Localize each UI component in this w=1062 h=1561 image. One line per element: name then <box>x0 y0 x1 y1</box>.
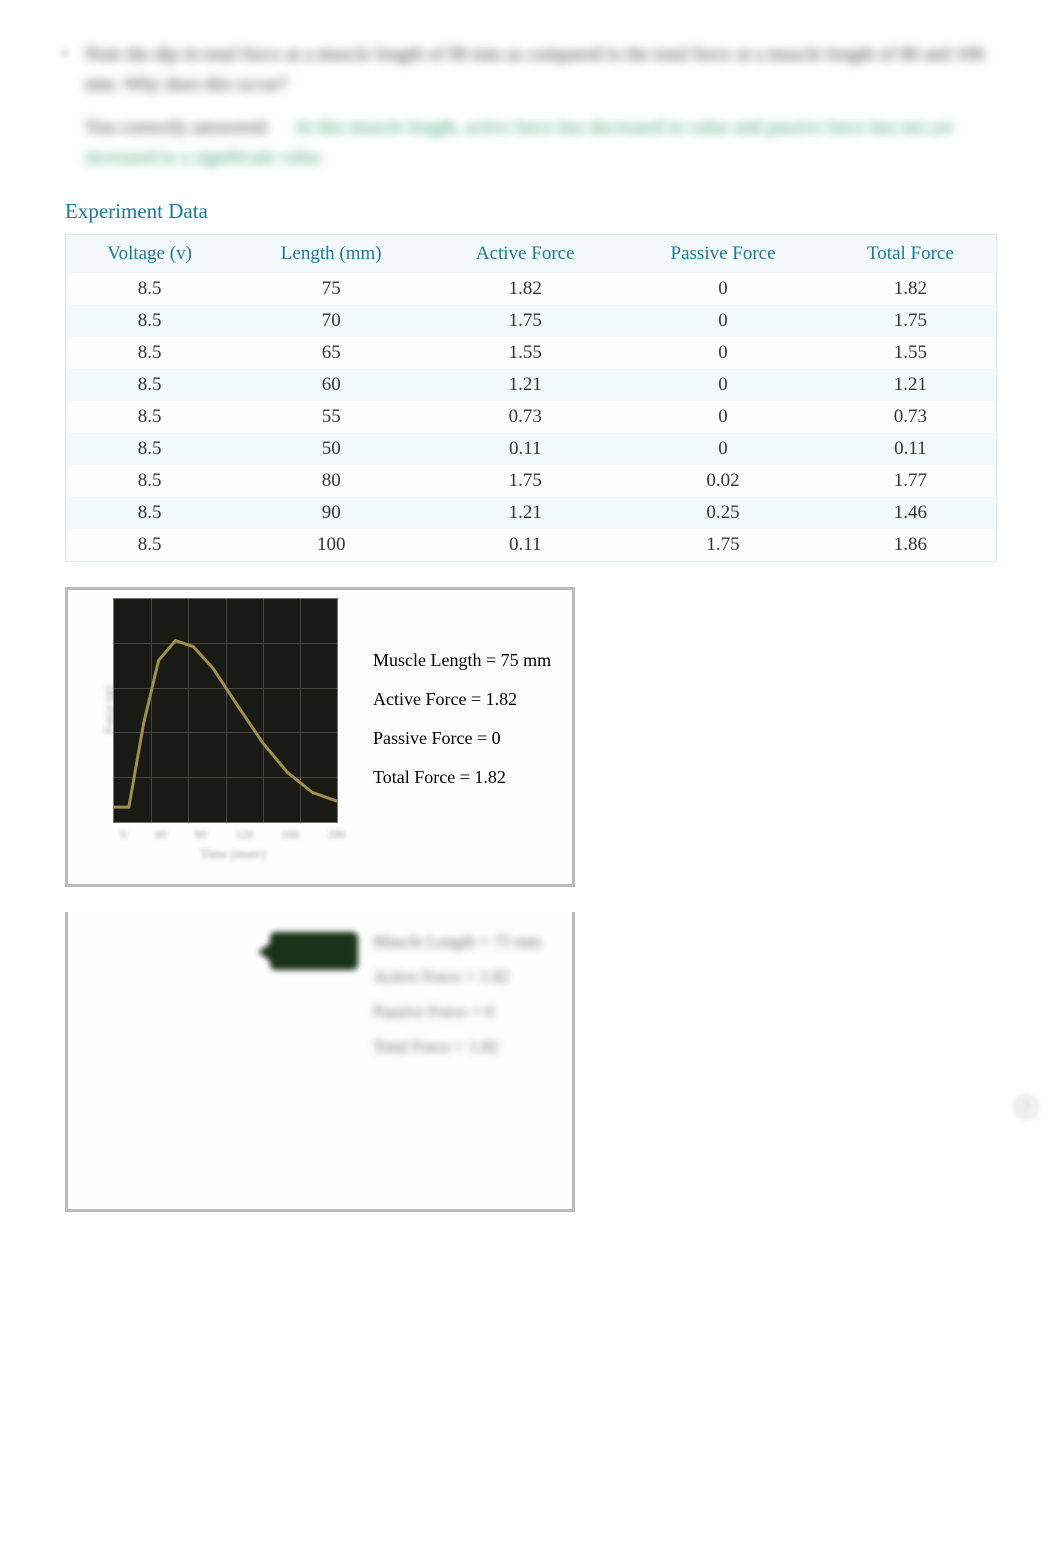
table-cell: 1.46 <box>825 497 997 529</box>
table-cell: 1.75 <box>621 529 825 562</box>
table-cell: 1.55 <box>825 337 997 369</box>
table-cell: 8.5 <box>66 401 234 433</box>
table-cell: 8.5 <box>66 273 234 305</box>
table-cell: 0 <box>621 305 825 337</box>
table-cell: 0 <box>621 433 825 465</box>
table-cell: 55 <box>233 401 429 433</box>
table-row: 8.5601.2101.21 <box>66 369 997 401</box>
table-cell: 1.55 <box>429 337 621 369</box>
table-cell: 0 <box>621 369 825 401</box>
table-cell: 1.21 <box>429 497 621 529</box>
x-axis-ticks: 0 40 80 120 160 200 <box>121 827 346 842</box>
table-cell: 1.75 <box>429 465 621 497</box>
table-cell: 0.11 <box>429 433 621 465</box>
table-cell: 0.02 <box>621 465 825 497</box>
table-cell: 60 <box>233 369 429 401</box>
table-row: 8.5550.7300.73 <box>66 401 997 433</box>
info-active-force: Active Force = 1.82 <box>373 689 562 710</box>
col-active-force: Active Force <box>429 234 621 273</box>
table-row: 8.5751.8201.82 <box>66 273 997 305</box>
table-cell: 0 <box>621 337 825 369</box>
experiment-data-title: Experiment Data <box>65 199 997 224</box>
table-cell: 1.86 <box>825 529 997 562</box>
table-cell: 8.5 <box>66 369 234 401</box>
table-cell: 90 <box>233 497 429 529</box>
col-total-force: Total Force <box>825 234 997 273</box>
table-cell: 1.75 <box>429 305 621 337</box>
info-total-force: Total Force = 1.82 <box>373 767 562 788</box>
table-cell: 1.82 <box>429 273 621 305</box>
table-cell: 0.11 <box>429 529 621 562</box>
table-cell: 100 <box>233 529 429 562</box>
table-cell: 8.5 <box>66 465 234 497</box>
chart-panel-2: Muscle Length = 75 mm Active Force = 1.8… <box>65 912 575 1212</box>
table-row: 8.5500.1100.11 <box>66 433 997 465</box>
table-cell: 75 <box>233 273 429 305</box>
table-cell: 80 <box>233 465 429 497</box>
table-cell: 50 <box>233 433 429 465</box>
table-cell: 1.21 <box>429 369 621 401</box>
table-cell: 1.77 <box>825 465 997 497</box>
table-header-row: Voltage (v) Length (mm) Active Force Pas… <box>66 234 997 273</box>
table-cell: 1.82 <box>825 273 997 305</box>
table-cell: 8.5 <box>66 433 234 465</box>
table-row: 8.5701.7501.75 <box>66 305 997 337</box>
x-axis-label: Time (msec) <box>200 846 266 862</box>
info-muscle-length-2: Muscle Length = 75 mm <box>373 932 562 952</box>
table-cell: 0.73 <box>429 401 621 433</box>
table-cell: 0.25 <box>621 497 825 529</box>
col-voltage: Voltage (v) <box>66 234 234 273</box>
help-icon[interactable]: ? <box>1012 1093 1040 1121</box>
table-cell: 8.5 <box>66 337 234 369</box>
table-cell: 0 <box>621 273 825 305</box>
info-active-force-2: Active Force = 1.82 <box>373 967 562 987</box>
force-time-chart <box>113 598 338 823</box>
table-cell: 0.73 <box>825 401 997 433</box>
info-passive-force-2: Passive Force = 0 <box>373 1002 562 1022</box>
table-cell: 70 <box>233 305 429 337</box>
chart-panel-1: Force (g) 0 <box>65 587 575 887</box>
table-cell: 0.11 <box>825 433 997 465</box>
col-length: Length (mm) <box>233 234 429 273</box>
table-row: 8.5651.5501.55 <box>66 337 997 369</box>
table-cell: 1.75 <box>825 305 997 337</box>
experiment-data-table: Voltage (v) Length (mm) Active Force Pas… <box>65 234 997 562</box>
question-block: Note the dip in total force at a muscle … <box>65 40 997 174</box>
table-cell: 65 <box>233 337 429 369</box>
table-cell: 8.5 <box>66 497 234 529</box>
info-passive-force: Passive Force = 0 <box>373 728 562 749</box>
blurred-chart-shape <box>270 932 358 970</box>
table-cell: 8.5 <box>66 305 234 337</box>
answer-label: You correctly answered: <box>85 117 270 138</box>
info-muscle-length: Muscle Length = 75 mm <box>373 650 562 671</box>
table-cell: 0 <box>621 401 825 433</box>
question-text: Note the dip in total force at a muscle … <box>65 40 997 101</box>
table-row: 8.51000.111.751.86 <box>66 529 997 562</box>
table-row: 8.5801.750.021.77 <box>66 465 997 497</box>
table-cell: 1.21 <box>825 369 997 401</box>
col-passive-force: Passive Force <box>621 234 825 273</box>
table-cell: 8.5 <box>66 529 234 562</box>
table-row: 8.5901.210.251.46 <box>66 497 997 529</box>
info-total-force-2: Total Force = 1.82 <box>373 1037 562 1057</box>
